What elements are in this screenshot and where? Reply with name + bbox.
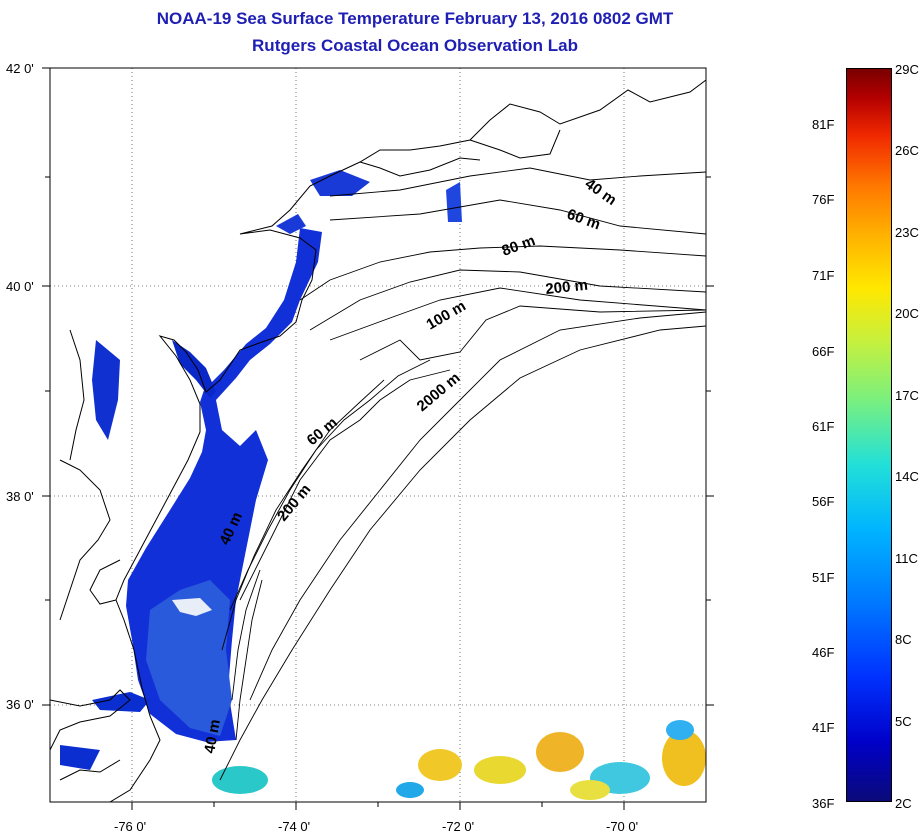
axis-ticks	[42, 67, 714, 810]
colorbar-c-29: 29C	[895, 62, 919, 77]
colorbar-c-14: 14C	[895, 469, 919, 484]
colorbar-f-71: 71F	[812, 268, 835, 283]
colorbar-f-76: 76F	[812, 192, 835, 207]
depth-label-40m-north: 40 m	[582, 175, 620, 209]
sst-cold-water	[60, 170, 462, 770]
bathymetry-contours	[219, 167, 706, 781]
depth-label-2000m: 2000 m	[414, 369, 464, 415]
colorbar-c-26: 26C	[895, 143, 919, 158]
lon-label-70: -70 0'	[606, 819, 639, 834]
colorbar-f-61: 61F	[812, 419, 835, 434]
colorbar-f-41: 41F	[812, 720, 835, 735]
sst-warm-patches	[212, 720, 706, 800]
colorbar-c-23: 23C	[895, 225, 919, 240]
colorbar-f-56: 56F	[812, 494, 835, 509]
lat-label-36: 36 0'	[6, 697, 34, 712]
colorbar-f-36: 36F	[812, 796, 835, 811]
map-subtitle: Rutgers Coastal Ocean Observation Lab	[252, 36, 578, 55]
depth-label-200m-north: 200 m	[545, 277, 589, 298]
colorbar-f-51: 51F	[812, 570, 835, 585]
depth-label-80m: 80 m	[500, 232, 538, 260]
depth-label-100m: 100 m	[424, 297, 469, 333]
colorbar-c-8: 8C	[895, 632, 912, 647]
colorbar-c-20: 20C	[895, 306, 919, 321]
temperature-colorbar	[846, 68, 892, 802]
lon-label-72: -72 0'	[442, 819, 475, 834]
lon-label-74: -74 0'	[278, 819, 311, 834]
colorbar-f-46: 46F	[812, 645, 835, 660]
graticule	[50, 68, 706, 802]
colorbar-c-17: 17C	[895, 388, 919, 403]
colorbar-f-66: 66F	[812, 344, 835, 359]
coastline	[50, 79, 706, 802]
depth-label-40m-south: 40 m	[201, 718, 224, 755]
lat-label-38: 38 0'	[6, 489, 34, 504]
colorbar-c-2: 2C	[895, 796, 912, 811]
colorbar-f-81: 81F	[812, 117, 835, 132]
lat-label-40: 40 0'	[6, 279, 34, 294]
colorbar-c-11: 11C	[895, 551, 918, 566]
lon-label-76: -76 0'	[114, 819, 147, 834]
lat-label-42: 42 0'	[6, 61, 34, 76]
depth-label-60m-north: 60 m	[565, 206, 603, 234]
colorbar-c-5: 5C	[895, 714, 912, 729]
depth-label-200m-south: 200 m	[274, 481, 314, 525]
map-title: NOAA-19 Sea Surface Temperature February…	[156, 9, 674, 28]
